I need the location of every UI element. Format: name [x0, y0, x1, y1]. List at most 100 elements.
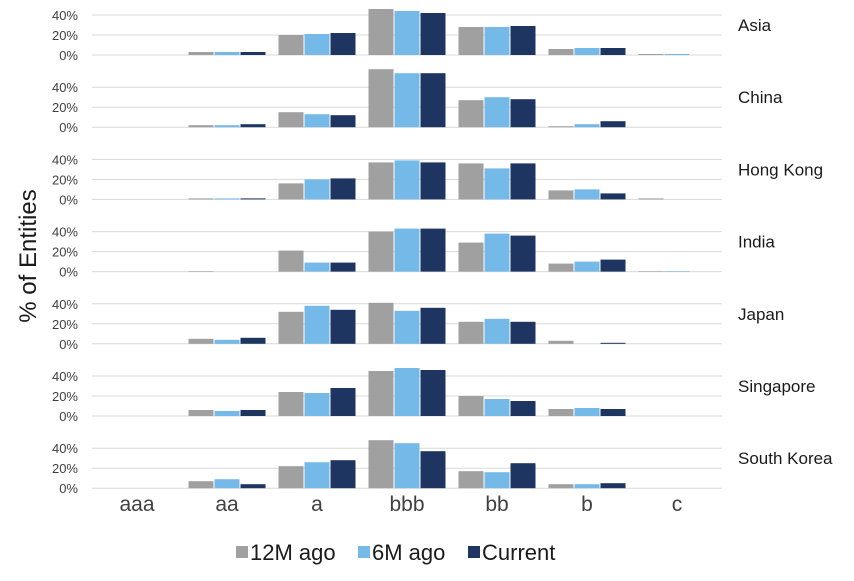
legend-swatch	[236, 546, 248, 558]
bar-china-12m-ago-b	[548, 126, 574, 128]
panel-asia: 0% 20% 40% Asia	[52, 8, 772, 63]
bar-india-6m-ago-b	[574, 261, 600, 272]
bar-singapore-6m-ago-a	[304, 393, 330, 416]
legend-item-6m-ago: 6M ago	[358, 540, 445, 565]
bar-hong-kong-current-b	[600, 193, 626, 200]
bar-japan-current-bbb	[420, 307, 446, 344]
y-tick-label: 0%	[59, 337, 78, 352]
y-tick-label: 20%	[52, 317, 78, 332]
bar-india-current-b	[600, 259, 626, 272]
bar-hong-kong-12m-ago-aa	[188, 198, 214, 200]
bar-japan-6m-ago-a	[304, 305, 330, 344]
panel-south-korea: 0% 20% 40% South Korea	[52, 440, 833, 496]
x-axis: aaa aa a bbb bb b c	[119, 493, 682, 516]
bar-hong-kong-12m-ago-bbb	[368, 162, 394, 200]
y-tick-label: 20%	[52, 28, 78, 43]
bar-japan-12m-ago-b	[548, 340, 574, 344]
bar-india-current-bb	[510, 235, 536, 272]
y-tick-label: 40%	[52, 8, 78, 23]
bar-china-12m-ago-bb	[458, 100, 484, 128]
bar-india-12m-ago-aa	[188, 271, 214, 272]
bar-india-12m-ago-bbb	[368, 231, 394, 272]
y-tick-label: 40%	[52, 225, 78, 240]
bar-asia-6m-ago-bb	[484, 27, 510, 55]
bar-asia-6m-ago-aa	[214, 52, 240, 55]
bar-south-korea-6m-ago-b	[574, 484, 600, 489]
bar-hong-kong-6m-ago-b	[574, 189, 600, 200]
bar-asia-12m-ago-bb	[458, 27, 484, 55]
bar-asia-current-bbb	[420, 13, 446, 55]
bar-asia-current-a	[330, 33, 356, 55]
bar-japan-12m-ago-bbb	[368, 302, 394, 344]
bar-south-korea-12m-ago-aa	[188, 481, 214, 489]
x-tick-label: bbb	[389, 493, 424, 516]
bar-hong-kong-12m-ago-b	[548, 190, 574, 200]
bar-asia-12m-ago-bbb	[368, 9, 394, 55]
bar-south-korea-current-bbb	[420, 451, 446, 489]
panel-title: Asia	[738, 16, 772, 35]
bar-hong-kong-12m-ago-bb	[458, 163, 484, 200]
y-tick-label: 20%	[52, 172, 78, 187]
y-tick-label: 40%	[52, 80, 78, 95]
bar-singapore-12m-ago-bbb	[368, 371, 394, 416]
bar-hong-kong-6m-ago-aa	[214, 198, 240, 200]
y-tick-label: 40%	[52, 441, 78, 456]
panel-hong-kong: 0% 20% 40% Hong Kong	[52, 152, 823, 207]
bar-asia-6m-ago-bbb	[394, 11, 420, 55]
bar-south-korea-6m-ago-bbb	[394, 443, 420, 489]
bar-singapore-12m-ago-b	[548, 409, 574, 416]
y-tick-label: 20%	[52, 100, 78, 115]
panels: 0% 20% 40% Asia 0% 20% 40% China 0% 20% 40% Hong Ko…	[52, 8, 833, 496]
bar-hong-kong-12m-ago-a	[278, 183, 304, 200]
bar-china-6m-ago-a	[304, 114, 330, 128]
bar-china-6m-ago-bbb	[394, 73, 420, 128]
bar-asia-12m-ago-c	[638, 54, 664, 55]
x-tick-label: b	[581, 493, 593, 516]
bar-china-6m-ago-aa	[214, 125, 240, 128]
bar-india-6m-ago-a	[304, 262, 330, 272]
bar-hong-kong-current-aa	[240, 198, 266, 200]
bar-singapore-6m-ago-bbb	[394, 368, 420, 416]
y-tick-label: 0%	[59, 120, 78, 135]
x-tick-label: a	[311, 493, 323, 516]
y-tick-label: 40%	[52, 152, 78, 167]
bar-singapore-current-a	[330, 388, 356, 416]
x-tick-label: bb	[485, 493, 508, 516]
bar-china-12m-ago-bbb	[368, 69, 394, 128]
bar-south-korea-6m-ago-bb	[484, 472, 510, 489]
bar-china-6m-ago-bb	[484, 97, 510, 128]
bar-asia-12m-ago-aa	[188, 52, 214, 55]
bar-singapore-12m-ago-bb	[458, 396, 484, 416]
bar-south-korea-12m-ago-bbb	[368, 440, 394, 489]
panel-title: South Korea	[738, 449, 833, 468]
panel-title: China	[738, 88, 783, 107]
bar-china-6m-ago-b	[574, 124, 600, 128]
legend-swatch	[358, 546, 370, 558]
bar-singapore-6m-ago-b	[574, 408, 600, 416]
y-tick-label: 20%	[52, 389, 78, 404]
bar-hong-kong-6m-ago-bb	[484, 168, 510, 200]
bar-japan-6m-ago-bbb	[394, 310, 420, 344]
bar-india-12m-ago-b	[548, 263, 574, 272]
bar-japan-12m-ago-a	[278, 311, 304, 344]
y-tick-label: 0%	[59, 265, 78, 280]
y-tick-label: 40%	[52, 369, 78, 384]
bar-south-korea-6m-ago-a	[304, 462, 330, 489]
bar-singapore-6m-ago-aa	[214, 411, 240, 416]
bar-hong-kong-current-bb	[510, 163, 536, 200]
bar-south-korea-12m-ago-bb	[458, 471, 484, 489]
y-tick-label: 40%	[52, 297, 78, 312]
legend-swatch	[468, 546, 480, 558]
bar-japan-6m-ago-bb	[484, 318, 510, 344]
bar-south-korea-6m-ago-aa	[214, 479, 240, 489]
bar-india-12m-ago-c	[638, 271, 664, 272]
bar-asia-6m-ago-c	[664, 54, 690, 55]
panel-china: 0% 20% 40% China	[52, 69, 783, 135]
legend-item-current: Current	[468, 540, 555, 565]
bar-china-12m-ago-aa	[188, 125, 214, 128]
bar-japan-12m-ago-aa	[188, 338, 214, 344]
bar-south-korea-current-aa	[240, 484, 266, 489]
bar-india-12m-ago-bb	[458, 242, 484, 272]
